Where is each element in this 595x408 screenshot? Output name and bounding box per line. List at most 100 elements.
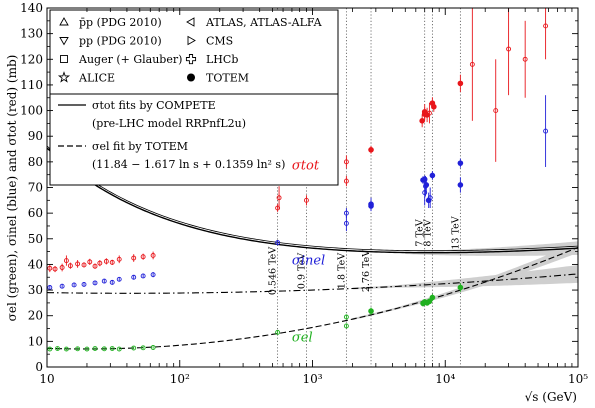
data-point <box>63 258 69 264</box>
legend-box <box>49 9 339 186</box>
data-point <box>59 265 65 270</box>
data-point <box>59 283 65 289</box>
legend-line-sublabel: (11.84 − 1.617 ln s + 0.1359 ln² s) <box>92 158 285 171</box>
legend-marker-square-icon <box>60 55 68 63</box>
y-tick-label: 20 <box>28 309 43 323</box>
data-point <box>84 346 90 352</box>
data-point <box>71 282 77 288</box>
data-point <box>75 261 81 267</box>
fit-uncertainty-bands <box>352 241 578 321</box>
data-point <box>131 345 137 351</box>
data-point <box>140 345 146 351</box>
data-point <box>457 182 464 188</box>
data-point <box>427 195 433 201</box>
data-point <box>101 346 107 352</box>
legend-entry-label: LHCb <box>206 53 238 66</box>
data-point <box>116 256 122 262</box>
data-point <box>150 345 156 350</box>
legend-line-sublabel: (pre-LHC model RRPnfL2u) <box>92 117 246 130</box>
y-tick-label: 100 <box>20 104 43 118</box>
data-point <box>457 284 464 291</box>
x-tick-label: 10² <box>170 372 190 386</box>
energy-line-label: 0.546 TeV <box>268 247 279 295</box>
series-label: σel <box>292 330 313 345</box>
data-point <box>426 298 433 305</box>
data-point <box>522 56 528 62</box>
data-point <box>150 272 156 278</box>
legend-line-label: σel fit by TOTEM <box>92 140 188 153</box>
data-point <box>276 195 282 201</box>
data-point <box>55 346 60 351</box>
data-point <box>275 329 281 335</box>
x-tick-label: 10³ <box>302 372 322 386</box>
data-point <box>424 112 430 118</box>
data-point <box>81 281 87 287</box>
data-point <box>429 172 436 179</box>
x-tick-label: 10⁵ <box>568 372 588 386</box>
energy-line-label: 0.9 TeV <box>296 253 307 289</box>
y-tick-label: 10 <box>28 334 43 348</box>
data-point <box>343 159 349 165</box>
data-point <box>109 346 115 351</box>
tot-fit-curve <box>47 147 578 254</box>
data-point <box>131 274 137 280</box>
data-point <box>543 23 549 29</box>
data-point <box>343 220 349 226</box>
legend-marker-cross-icon <box>185 54 197 65</box>
data-point <box>47 346 53 352</box>
data-point <box>140 254 146 260</box>
data-point <box>419 118 425 124</box>
data-point <box>303 197 309 203</box>
data-point <box>543 128 549 134</box>
legend-entry-label: CMS <box>206 35 233 48</box>
legend-marker-triangle-down-icon <box>59 37 69 46</box>
data-point <box>67 263 73 269</box>
legend-marker-triangle-left-icon <box>186 17 195 27</box>
series-label: σtot <box>292 159 320 174</box>
legend-entry-label: ATLAS, ATLAS-ALFA <box>205 16 323 29</box>
y-tick-label: 70 <box>28 181 43 195</box>
data-points <box>47 8 549 352</box>
y-tick-label: 80 <box>28 155 43 169</box>
data-point <box>429 294 436 301</box>
data-point <box>368 147 374 153</box>
data-point <box>343 323 349 329</box>
data-point <box>47 265 53 271</box>
energy-line-label: 8 TeV <box>422 219 433 246</box>
legend-marker-triangle-right-icon <box>187 35 196 46</box>
series-label: σinel <box>292 253 325 268</box>
data-point <box>75 346 81 352</box>
fit-curves <box>47 145 578 350</box>
data-point <box>343 210 349 216</box>
data-point <box>275 240 281 246</box>
data-point <box>506 46 512 52</box>
y-tick-label: 40 <box>28 257 43 271</box>
inel-fit-band <box>352 264 578 290</box>
data-point <box>457 80 464 87</box>
data-point <box>92 280 98 286</box>
x-axis-label: √s (GeV) <box>525 390 577 404</box>
data-point <box>343 314 349 320</box>
el-fit-curve <box>47 246 578 350</box>
data-point <box>426 110 432 116</box>
legend-entry-label: p̄p (PDG 2010) <box>79 16 162 29</box>
legend-entry-label: TOTEM <box>206 72 249 85</box>
data-point <box>81 262 87 268</box>
data-point <box>92 263 98 269</box>
data-point <box>92 346 98 351</box>
data-point <box>140 273 146 279</box>
y-axis-label: σel (green), σinel (blue) and σtot (red)… <box>5 55 19 322</box>
energy-line-label: 7 TeV <box>415 219 426 246</box>
data-point <box>368 308 374 314</box>
y-tick-label: 60 <box>28 206 43 220</box>
data-point <box>131 255 137 261</box>
data-point <box>47 285 53 290</box>
data-point <box>101 278 107 284</box>
legend-entry-label: Auger (+ Glauber) <box>78 53 182 66</box>
legend-entry-label: ALICE <box>78 72 115 85</box>
y-tick-label: 30 <box>28 283 43 297</box>
data-point <box>63 346 69 352</box>
y-tick-label: 50 <box>28 232 43 246</box>
data-point <box>431 103 437 110</box>
